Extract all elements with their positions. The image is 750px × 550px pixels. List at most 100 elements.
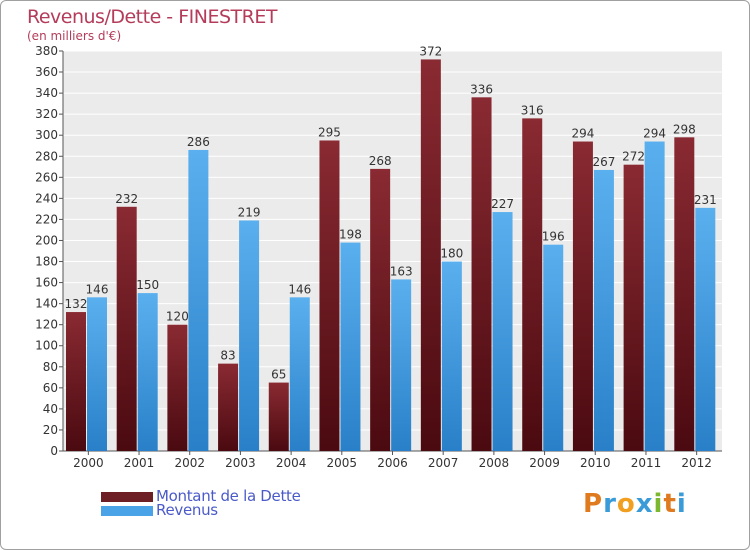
x-tick-label: 2004	[276, 456, 307, 470]
bar-revenus	[188, 149, 209, 451]
y-tick-label: 100	[35, 339, 58, 353]
chart-title: Revenus/Dette - FINESTRET	[27, 6, 277, 28]
bar-dette	[572, 141, 593, 452]
bar-dette	[167, 324, 188, 451]
bar-revenus	[543, 244, 564, 451]
legend-label-revenus: Revenus	[156, 501, 218, 519]
x-tick-label: 2003	[225, 456, 256, 470]
bar-revenus	[340, 242, 361, 451]
y-tick-label: 80	[43, 360, 58, 374]
data-label-dette: 232	[115, 192, 138, 206]
x-tick-label: 2002	[174, 456, 205, 470]
y-tick-label: 200	[35, 233, 58, 247]
y-tick-label: 180	[35, 255, 58, 269]
bar-dette	[522, 118, 543, 452]
logo-letter: i	[653, 489, 664, 519]
logo-letter: x	[635, 489, 654, 519]
data-label-dette: 372	[419, 44, 442, 58]
bar-dette	[623, 164, 644, 451]
bar-revenus	[289, 297, 310, 451]
data-label-revenus: 146	[288, 282, 311, 296]
bar-revenus	[441, 261, 462, 451]
x-tick-label: 2007	[428, 456, 459, 470]
data-label-revenus: 163	[390, 264, 413, 278]
y-tick-label: 40	[43, 402, 58, 416]
logo-letter: r	[603, 489, 617, 519]
data-label-revenus: 219	[238, 205, 261, 219]
data-label-revenus: 198	[339, 228, 362, 242]
y-tick-label: 20	[43, 423, 58, 437]
bar-dette	[319, 140, 340, 451]
data-label-dette: 120	[166, 310, 189, 324]
x-tick-label: 2005	[327, 456, 358, 470]
data-label-revenus: 294	[643, 127, 666, 141]
bar-revenus	[695, 207, 716, 451]
logo-letter: t	[663, 489, 677, 519]
bar-dette	[420, 59, 441, 451]
logo-letter: i	[676, 489, 687, 519]
y-tick-label: 220	[35, 212, 58, 226]
x-tick-label: 2010	[580, 456, 611, 470]
bar-revenus	[391, 279, 412, 451]
bar-revenus	[593, 169, 614, 451]
data-label-revenus: 231	[694, 193, 717, 207]
y-tick-label: 360	[35, 65, 58, 79]
data-label-dette: 316	[521, 103, 544, 117]
x-tick-label: 2009	[529, 456, 560, 470]
x-tick-label: 2001	[124, 456, 155, 470]
bar-dette	[116, 206, 137, 451]
y-tick-label: 60	[43, 381, 58, 395]
bar-dette	[471, 97, 492, 451]
y-tick-label: 0	[50, 444, 58, 458]
y-tick-label: 300	[35, 128, 58, 142]
y-tick-label: 340	[35, 86, 58, 100]
bar-revenus	[644, 141, 665, 452]
data-label-revenus: 150	[136, 278, 159, 292]
x-tick-label: 2012	[681, 456, 712, 470]
data-label-dette: 65	[271, 368, 286, 382]
y-tick-label: 160	[35, 276, 58, 290]
y-tick-label: 140	[35, 297, 58, 311]
bar-revenus	[137, 293, 158, 451]
data-label-dette: 298	[673, 122, 696, 136]
x-tick-label: 2008	[479, 456, 510, 470]
bar-revenus	[87, 297, 107, 451]
bar-dette	[268, 382, 289, 451]
data-label-revenus: 227	[491, 197, 514, 211]
data-label-revenus: 286	[187, 135, 210, 149]
data-label-dette: 294	[571, 127, 594, 141]
legend-swatch-revenus	[101, 506, 153, 516]
data-label-revenus: 267	[592, 155, 615, 169]
x-tick-label: 2011	[631, 456, 662, 470]
data-label-revenus: 146	[86, 282, 109, 296]
y-tick-label: 120	[35, 318, 58, 332]
y-tick-label: 260	[35, 170, 58, 184]
data-label-revenus: 196	[542, 230, 565, 244]
legend-label-dette: Montant de la Dette	[156, 487, 301, 505]
bar-revenus	[492, 212, 513, 451]
data-label-dette: 132	[65, 297, 88, 311]
legend-swatch-dette	[101, 492, 153, 502]
data-label-dette: 83	[220, 349, 235, 363]
bar-revenus	[239, 220, 260, 451]
y-tick-label: 280	[35, 149, 58, 163]
chart-subtitle: (en milliers d'€)	[27, 29, 122, 43]
data-label-dette: 336	[470, 82, 493, 96]
proxiti-logo: Proxiti	[583, 489, 687, 519]
data-label-dette: 268	[369, 154, 392, 168]
y-tick-label: 320	[35, 107, 58, 121]
bar-dette	[218, 363, 239, 451]
x-tick-label: 2000	[73, 456, 104, 470]
data-label-revenus: 180	[440, 247, 463, 261]
data-label-dette: 295	[318, 125, 341, 139]
y-tick-label: 240	[35, 191, 58, 205]
bar-dette	[370, 168, 391, 452]
bar-dette	[66, 312, 86, 451]
x-tick-label: 2006	[377, 456, 408, 470]
logo-letter: P	[583, 489, 604, 519]
logo-letter: o	[616, 489, 636, 519]
bar-dette	[674, 137, 695, 451]
data-label-dette: 272	[622, 150, 645, 164]
